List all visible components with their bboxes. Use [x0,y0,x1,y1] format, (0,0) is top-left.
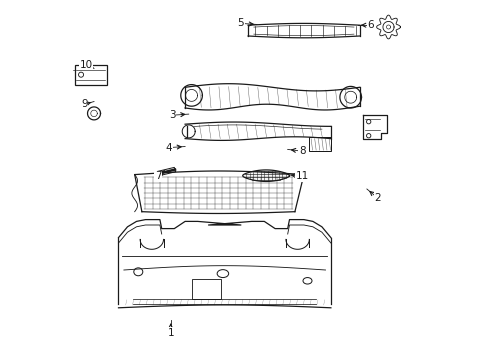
Text: 2: 2 [374,193,380,203]
Text: 10: 10 [80,60,92,70]
Bar [192,279,221,299]
Text: 3: 3 [169,110,176,120]
Bar [309,137,330,151]
Text: 11: 11 [295,171,308,181]
Polygon shape [242,170,289,181]
Bar [75,65,107,85]
Text: 4: 4 [165,143,172,153]
Text: 1: 1 [167,328,174,338]
Text: 9: 9 [81,99,87,109]
Text: 8: 8 [298,146,305,156]
Text: 6: 6 [366,20,373,30]
Text: 5: 5 [237,18,244,28]
Text: 7: 7 [155,171,161,181]
